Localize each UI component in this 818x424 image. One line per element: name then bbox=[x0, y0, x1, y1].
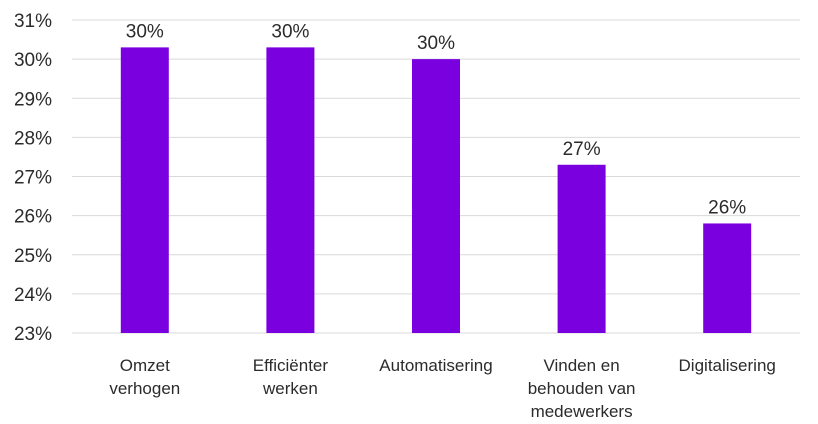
category-label: Omzet verhogen bbox=[109, 356, 180, 398]
bar bbox=[120, 47, 169, 333]
data-label: 30% bbox=[126, 21, 164, 42]
category-label: Efficiënter werken bbox=[253, 356, 329, 398]
data-label: 30% bbox=[417, 33, 455, 54]
y-tick-label: 31% bbox=[14, 11, 52, 32]
data-label: 27% bbox=[563, 139, 601, 160]
bar bbox=[703, 223, 752, 333]
y-tick-label: 23% bbox=[14, 324, 52, 345]
y-tick-label: 29% bbox=[14, 89, 52, 110]
category-label: Vinden en behouden van medewerkers bbox=[528, 356, 636, 421]
x-axis-categories: Omzet verhogen Efficiënter werken Automatise… bbox=[109, 356, 776, 421]
y-tick-label: 27% bbox=[14, 168, 52, 189]
bar bbox=[412, 59, 460, 333]
category-label: Automatisering bbox=[379, 356, 492, 375]
y-tick-label: 24% bbox=[14, 285, 52, 306]
bar bbox=[557, 164, 606, 333]
y-tick-label: 26% bbox=[14, 207, 52, 228]
bars bbox=[120, 47, 752, 333]
data-label: 30% bbox=[271, 21, 309, 42]
y-tick-label: 30% bbox=[14, 50, 52, 71]
y-axis-ticks: 23% 24% 25% 26% 27% 28% 29% 30% 31% bbox=[14, 11, 52, 345]
y-tick-label: 25% bbox=[14, 246, 52, 267]
y-tick-label: 28% bbox=[14, 128, 52, 149]
data-labels: 30% 30% 30% 27% 26% bbox=[126, 21, 747, 218]
category-label: Digitalisering bbox=[679, 356, 776, 375]
data-label: 26% bbox=[708, 197, 746, 218]
bar bbox=[266, 47, 315, 333]
